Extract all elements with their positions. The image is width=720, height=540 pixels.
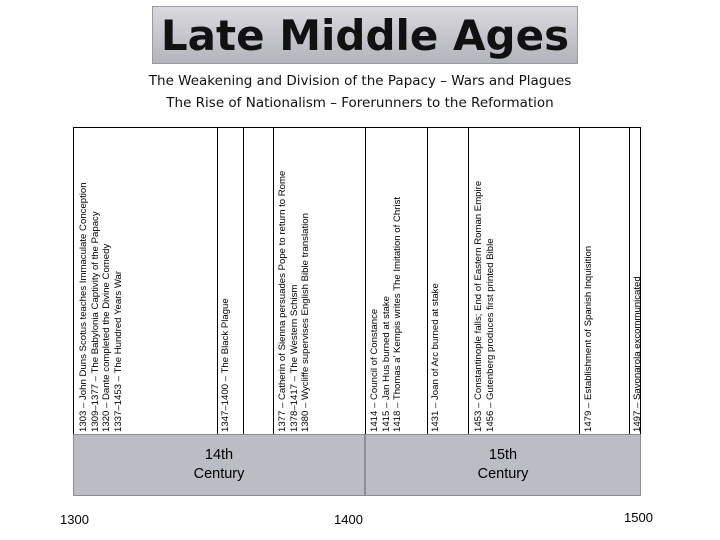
event-entry: 1347–1400 – The Black Plague [220,298,231,432]
century-label: 15th [488,447,518,463]
timeline-divider [468,127,469,434]
subtitle-line-2: The Rise of Nationalism – Forerunners to… [166,95,554,111]
event-group-joan-of-arc: 1431 – Joan of Arc burned at stake [430,283,442,432]
timeline-frame [73,127,641,434]
century-14th: 14th Century [73,434,365,496]
event-entry: 1378–1417 – The Western Schism [288,284,300,432]
event-entry: 1418 – Thomas a' Kempis writes The Imita… [392,196,403,432]
timeline-divider [579,127,580,434]
century-label: Century [477,466,529,482]
event-group-inquisition: 1479 – Establishment of Spanish Inquisit… [583,246,595,432]
event-entry: 1497 – Savonarola excommunicated [632,276,643,432]
event-group-savonarola: 1497 – Savonarola excommunicated [632,276,644,432]
event-group-constantinople: 1453 – Constantinople falls; End of East… [473,181,496,432]
axis-label-1500: 1500 [624,510,653,525]
axis-label-1400: 1400 [334,512,363,527]
event-entry: 1479 – Establishment of Spanish Inquisit… [583,245,594,432]
century-15th: 15th Century [365,434,641,496]
event-entry: 1415 – Jan Hus burned at stake [380,295,392,432]
event-entry: 1303 – John Duns Scotus teaches Immacula… [78,182,89,432]
event-group-1300s: 1303 – John Duns Scotus teaches Immacula… [78,182,124,432]
title-banner: Late Middle Ages [152,6,578,64]
timeline-divider [629,127,630,434]
timeline-divider [365,127,366,434]
subtitle-line-1: The Weakening and Division of the Papacy… [148,73,572,89]
event-group-schism: 1377 – Catherin of Sienna persuades Pope… [277,171,312,432]
event-entry: 1377 – Catherin of Sienna persuades Pope… [277,170,288,432]
axis-label-1300: 1300 [60,512,89,527]
timeline-divider [243,127,244,434]
event-entry: 1337–1453 – The Hundred Years War [112,270,124,432]
event-entry: 1431 – Joan of Arc burned at stake [430,283,441,432]
event-entry: 1456 – Gutenberg produces first printed … [484,238,496,432]
event-entry: 1309–1377 – The Babylonia Captivity of t… [89,211,101,432]
timeline-divider [427,127,428,434]
timeline-divider [273,127,274,434]
event-entry: 1414 – Council of Constance [369,308,380,432]
page-title: Late Middle Ages [160,10,570,60]
event-entry: 1380 – Wycliffe supervises English Bible… [300,213,311,432]
century-label: Century [193,466,245,482]
event-group-constance: 1414 – Council of Constance 1415 – Jan H… [369,197,404,432]
event-entry: 1453 – Constantinople falls; End of East… [473,180,484,432]
timeline-divider [217,127,218,434]
century-label: 14th [204,447,234,463]
event-entry: 1320 – Dante completed the Divine Comedy [101,243,112,432]
event-group-black-plague: 1347–1400 – The Black Plague [220,298,232,432]
